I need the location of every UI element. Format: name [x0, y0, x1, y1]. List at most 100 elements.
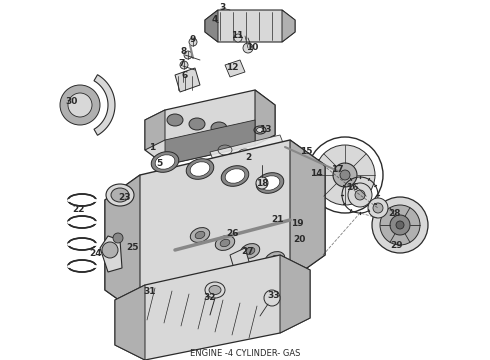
Polygon shape: [205, 10, 218, 42]
Circle shape: [184, 51, 192, 59]
Text: 32: 32: [204, 293, 216, 302]
Circle shape: [234, 34, 242, 42]
Text: 11: 11: [231, 31, 243, 40]
Text: 18: 18: [256, 179, 268, 188]
Polygon shape: [255, 90, 275, 145]
Ellipse shape: [221, 166, 249, 186]
Polygon shape: [282, 10, 295, 42]
Text: 8: 8: [181, 48, 187, 57]
Text: 20: 20: [293, 235, 305, 244]
Text: 17: 17: [331, 166, 343, 175]
Text: 5: 5: [156, 158, 162, 167]
Circle shape: [315, 145, 375, 205]
Circle shape: [390, 215, 410, 235]
Text: 31: 31: [144, 288, 156, 297]
Text: 10: 10: [246, 42, 258, 51]
Text: 3: 3: [219, 3, 225, 12]
Circle shape: [264, 290, 280, 306]
Circle shape: [102, 242, 118, 258]
Ellipse shape: [215, 235, 235, 251]
Ellipse shape: [111, 188, 129, 202]
Ellipse shape: [155, 155, 175, 169]
Ellipse shape: [205, 282, 225, 298]
Text: 1: 1: [149, 144, 155, 153]
Circle shape: [113, 233, 123, 243]
Text: 12: 12: [226, 63, 238, 72]
Circle shape: [373, 203, 383, 213]
Ellipse shape: [209, 285, 221, 294]
Ellipse shape: [186, 159, 214, 179]
Ellipse shape: [285, 144, 294, 156]
Text: 28: 28: [388, 208, 400, 217]
Text: 25: 25: [126, 243, 138, 252]
Polygon shape: [210, 135, 285, 165]
Ellipse shape: [295, 149, 305, 161]
Text: 19: 19: [291, 220, 303, 229]
Circle shape: [179, 74, 187, 82]
Polygon shape: [94, 75, 115, 135]
Polygon shape: [105, 140, 325, 315]
Circle shape: [256, 177, 268, 189]
Text: 26: 26: [226, 229, 238, 238]
Text: 30: 30: [66, 96, 78, 105]
Circle shape: [368, 198, 388, 218]
Ellipse shape: [305, 154, 315, 166]
Ellipse shape: [211, 122, 227, 134]
Polygon shape: [225, 60, 245, 77]
Polygon shape: [280, 255, 310, 333]
Polygon shape: [290, 140, 325, 280]
Ellipse shape: [316, 159, 324, 171]
Text: 21: 21: [271, 216, 283, 225]
Ellipse shape: [189, 118, 205, 130]
Polygon shape: [230, 248, 250, 272]
Ellipse shape: [256, 127, 264, 132]
Text: 6: 6: [182, 72, 188, 81]
Circle shape: [348, 183, 372, 207]
Ellipse shape: [195, 231, 205, 239]
Text: 9: 9: [190, 36, 196, 45]
Polygon shape: [115, 285, 145, 360]
Ellipse shape: [265, 252, 285, 266]
Ellipse shape: [260, 176, 280, 190]
Ellipse shape: [106, 184, 134, 206]
Text: 4: 4: [212, 15, 218, 24]
Circle shape: [243, 43, 253, 53]
Text: 7: 7: [179, 58, 185, 68]
Text: 33: 33: [268, 292, 280, 301]
Text: 14: 14: [310, 168, 322, 177]
Text: 16: 16: [346, 184, 358, 193]
Ellipse shape: [245, 247, 255, 255]
Text: 15: 15: [300, 148, 312, 157]
Circle shape: [60, 85, 100, 125]
Ellipse shape: [256, 173, 284, 193]
Polygon shape: [105, 175, 140, 315]
Text: 2: 2: [245, 153, 251, 162]
Circle shape: [68, 93, 92, 117]
Circle shape: [340, 170, 350, 180]
Polygon shape: [115, 255, 310, 360]
Ellipse shape: [225, 169, 245, 183]
Ellipse shape: [190, 228, 210, 242]
Text: 23: 23: [118, 194, 130, 202]
Circle shape: [372, 197, 428, 253]
Text: 24: 24: [90, 248, 102, 257]
Ellipse shape: [233, 126, 249, 138]
Circle shape: [380, 205, 420, 245]
Ellipse shape: [325, 165, 335, 176]
Ellipse shape: [167, 114, 183, 126]
Ellipse shape: [151, 152, 179, 172]
Polygon shape: [175, 68, 200, 92]
Text: 27: 27: [242, 248, 254, 256]
Ellipse shape: [220, 239, 230, 247]
Circle shape: [333, 163, 357, 187]
Circle shape: [180, 61, 188, 69]
Ellipse shape: [240, 244, 260, 258]
Polygon shape: [145, 110, 165, 150]
Polygon shape: [100, 236, 122, 272]
Text: 13: 13: [259, 126, 271, 135]
Circle shape: [355, 190, 365, 200]
Polygon shape: [165, 120, 255, 165]
Ellipse shape: [190, 162, 210, 176]
Circle shape: [189, 38, 197, 46]
Text: 29: 29: [391, 240, 403, 249]
